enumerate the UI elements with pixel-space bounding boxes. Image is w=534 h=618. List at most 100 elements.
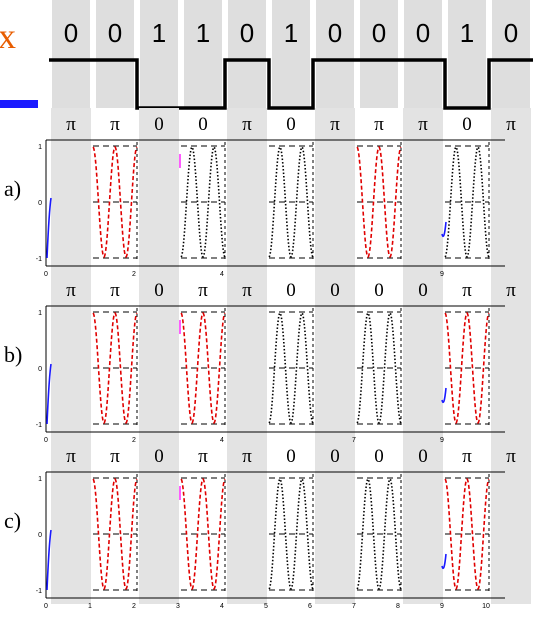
phase-label: π: [198, 446, 208, 467]
phase-label: π: [242, 114, 252, 135]
phase-label: 0: [286, 280, 296, 301]
phase-label: π: [374, 114, 384, 135]
sine-burst-zero: [180, 145, 226, 259]
x-tick-label: 7: [352, 437, 356, 444]
y-tick-label: 0: [38, 366, 42, 373]
sine-burst-zero: [268, 145, 314, 259]
bit-column-bar: [360, 0, 398, 108]
panel-row: π π 0 0 π 0 π π π 0 π a) 1 0 -1 0 2 4 9: [4, 114, 516, 278]
x-tick-label: 2: [132, 437, 136, 444]
phase-label: 0: [374, 280, 384, 301]
y-tick-label: 1: [38, 144, 42, 151]
bit-label: 0: [240, 18, 254, 48]
bit-column-bar: [316, 0, 354, 108]
x-tick-label: 1: [88, 603, 92, 610]
blue-trace-fragment: [46, 197, 52, 259]
x-tick-label: 0: [44, 603, 48, 610]
phase-label: π: [66, 280, 76, 301]
phase-label: 0: [154, 446, 164, 467]
panel-row: π π 0 π π 0 0 0 0 π πc)10-10 1 2 3 4 5 6 7 8 9 10: [4, 446, 516, 610]
x-tick-label: 6: [308, 603, 312, 610]
phase-label: 0: [286, 446, 296, 467]
panel-bars: [51, 108, 531, 604]
sine-burst-pi: [356, 145, 402, 259]
bit-column-bar: [272, 0, 310, 108]
y-tick-label: -1: [36, 256, 42, 263]
y-tick-label: -1: [36, 588, 42, 595]
x-tick-label: 2: [132, 603, 136, 610]
bit-label: 1: [196, 18, 210, 48]
phase-label: π: [198, 280, 208, 301]
blue-trace-fragment: [441, 387, 447, 404]
bit-label: 0: [108, 18, 122, 48]
bit-label: 0: [64, 18, 78, 48]
sine-burst-zero: [444, 145, 490, 259]
sine-burst-pi: [444, 311, 490, 425]
phase-label: 0: [418, 446, 428, 467]
x-tick-label: 4: [220, 437, 224, 444]
bit-column-bar: [140, 0, 178, 108]
blue-trace-fragment: [441, 553, 447, 570]
sine-burst-zero: [356, 477, 402, 591]
x-tick-label: 4: [220, 603, 224, 610]
bit-label: 0: [328, 18, 342, 48]
x-tick-label: 4: [220, 271, 224, 278]
bit-column-bar: [52, 0, 90, 108]
phase-label: 0: [154, 280, 164, 301]
phase-label: π: [462, 446, 472, 467]
bit-label: 1: [152, 18, 166, 48]
phase-label: π: [506, 280, 516, 301]
sine-burst-pi: [180, 477, 226, 591]
panel-label: b): [4, 342, 22, 367]
phase-label: π: [462, 280, 472, 301]
bit-column-bar: [448, 0, 486, 108]
sine-burst-pi: [92, 311, 138, 425]
phase-label: 0: [418, 280, 428, 301]
x-tick-label: 7: [352, 603, 356, 610]
panel-label: c): [4, 508, 21, 533]
x-tick-label: 10: [482, 603, 490, 610]
phase-label: 0: [330, 280, 340, 301]
blue-trace-fragment: [46, 529, 52, 591]
phase-label: π: [330, 114, 340, 135]
corner-mark: x: [0, 16, 16, 56]
phase-label: π: [242, 280, 252, 301]
sine-burst-zero: [268, 311, 314, 425]
panel-column-bar: [491, 108, 531, 604]
x-tick-label: 0: [44, 271, 48, 278]
phase-label: 0: [462, 114, 472, 135]
panel-column-bar: [139, 108, 179, 604]
bit-column-bar: [492, 0, 530, 108]
x-tick-label: 9: [440, 437, 444, 444]
phase-label: π: [110, 114, 120, 135]
x-tick-label: 5: [264, 603, 268, 610]
blue-trace-fragment: [46, 363, 52, 425]
y-tick-label: 1: [38, 310, 42, 317]
y-tick-label: 0: [38, 200, 42, 207]
y-tick-label: 1: [38, 476, 42, 483]
bit-label: 1: [284, 18, 298, 48]
sine-burst-pi: [92, 477, 138, 591]
phase-label: π: [506, 114, 516, 135]
phase-label: 0: [198, 114, 208, 135]
x-tick-label: 2: [132, 271, 136, 278]
phase-label: π: [110, 280, 120, 301]
y-tick-label: -1: [36, 422, 42, 429]
bit-label: 0: [416, 18, 430, 48]
sine-burst-pi: [444, 477, 490, 591]
bit-label: 0: [504, 18, 518, 48]
y-tick-label: 0: [38, 532, 42, 539]
panel-label: a): [4, 176, 21, 201]
phase-label: π: [110, 446, 120, 467]
sine-burst-pi: [92, 145, 138, 259]
blue-accent-bar: [0, 100, 38, 108]
phase-label: 0: [374, 446, 384, 467]
panel-column-bar: [403, 108, 443, 604]
x-tick-label: 0: [44, 437, 48, 444]
bit-label: 1: [460, 18, 474, 48]
bit-column-bar: [96, 0, 134, 108]
phase-label: 0: [154, 114, 164, 135]
blue-trace-fragment: [441, 221, 447, 238]
